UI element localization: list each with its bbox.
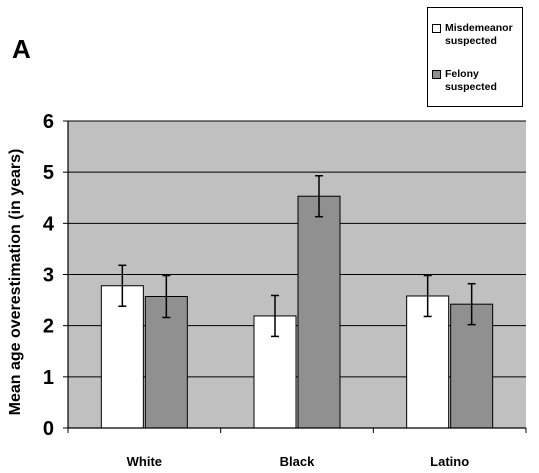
x-tick-label: Latino: [430, 454, 469, 469]
y-axis-label: Mean age overestimation (in years): [7, 149, 24, 416]
bar-misdemeanor-white: [100, 285, 144, 429]
legend-label-felony: Felony suspected: [445, 68, 497, 93]
x-tick-label: White: [127, 454, 162, 469]
legend-label-misdemeanor: Misdemeanor suspected: [445, 22, 513, 47]
bar-felony-black: [297, 195, 341, 429]
legend: Misdemeanor suspected Felony suspected: [427, 7, 523, 107]
legend-swatch-misdemeanor: [432, 24, 441, 33]
axes: [63, 120, 527, 433]
y-tick-label: 2: [43, 316, 54, 338]
y-tick-label: 6: [43, 111, 54, 133]
legend-swatch-felony: [432, 70, 441, 79]
gridlines: [68, 120, 526, 378]
x-tick-labels: White Black Latino: [127, 454, 470, 469]
error-bars: [118, 174, 476, 338]
y-tick-labels: 0 1 2 3 4 5 6: [43, 111, 55, 440]
y-tick-label: 5: [43, 162, 54, 184]
panel-label: A: [12, 34, 31, 64]
y-tick-label: 0: [43, 418, 54, 440]
bars: [100, 195, 494, 429]
x-tick-label: Black: [280, 454, 315, 469]
y-tick-label: 1: [43, 367, 54, 389]
y-tick-label: 3: [43, 265, 54, 287]
y-tick-label: 4: [43, 213, 55, 235]
